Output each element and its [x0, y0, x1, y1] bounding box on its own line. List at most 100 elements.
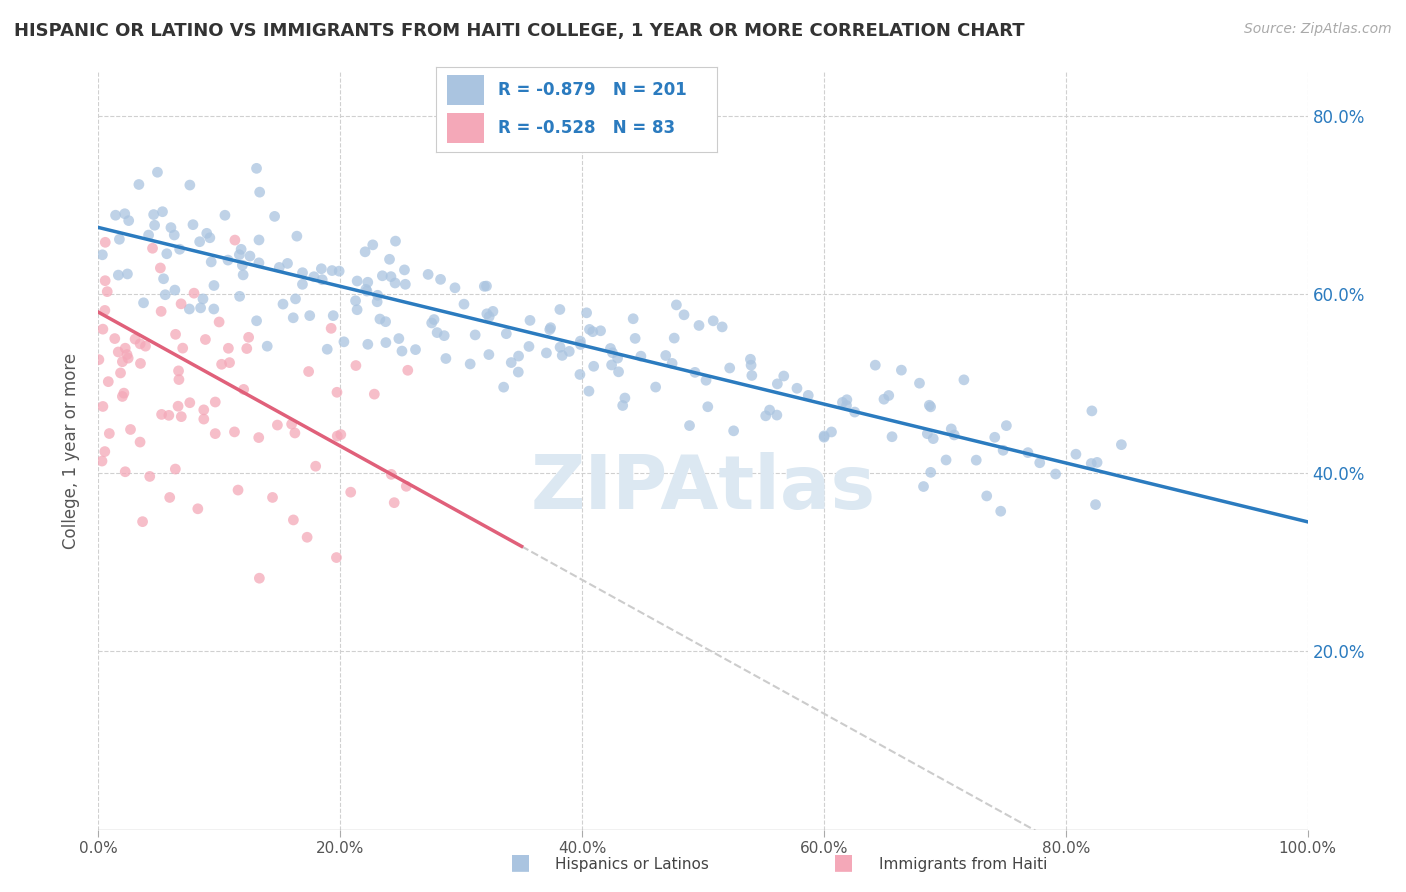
Point: [941, 422, 963, 436]
Point: [519, 313, 541, 327]
Point: [991, 443, 1014, 458]
Point: [844, 405, 866, 419]
Point: [356, 284, 378, 298]
Point: [661, 356, 683, 370]
Point: [217, 253, 239, 268]
Point: [1028, 456, 1050, 470]
Point: [1111, 437, 1133, 451]
Point: [94, 235, 117, 250]
Point: [380, 269, 402, 284]
Point: [149, 260, 172, 275]
Text: ZIPAtlas: ZIPAtlas: [530, 452, 876, 524]
Point: [920, 400, 942, 414]
Point: [298, 309, 321, 323]
Point: [321, 321, 343, 335]
Point: [263, 210, 285, 224]
Point: [239, 249, 262, 263]
Point: [283, 513, 305, 527]
Point: [183, 286, 205, 301]
Point: [890, 363, 912, 377]
Point: [665, 298, 688, 312]
Point: [551, 348, 574, 362]
Point: [548, 340, 571, 354]
Point: [179, 395, 201, 409]
Text: HISPANIC OR LATINO VS IMMIGRANTS FROM HAITI COLLEGE, 1 YEAR OR MORE CORRELATION : HISPANIC OR LATINO VS IMMIGRANTS FROM HA…: [14, 22, 1025, 40]
Point: [380, 467, 402, 482]
Bar: [447, 75, 484, 105]
Point: [718, 361, 741, 376]
Point: [326, 385, 349, 400]
Point: [169, 242, 191, 256]
Point: [316, 343, 339, 357]
Point: [94, 303, 117, 318]
Point: [228, 248, 250, 262]
Point: [382, 496, 405, 510]
Point: [114, 207, 136, 221]
Point: [420, 316, 443, 330]
Point: [880, 430, 903, 444]
Point: [228, 289, 250, 303]
Point: [405, 343, 427, 357]
Point: [163, 283, 186, 297]
Point: [935, 453, 957, 467]
Point: [311, 261, 333, 276]
Point: [146, 165, 169, 179]
Point: [155, 287, 177, 301]
Point: [695, 373, 717, 387]
Text: Hispanics or Latinos: Hispanics or Latinos: [555, 857, 709, 872]
Point: [361, 237, 384, 252]
Point: [394, 263, 416, 277]
Point: [501, 355, 523, 369]
Point: [378, 252, 401, 267]
Point: [820, 425, 842, 439]
Point: [269, 260, 291, 275]
Point: [91, 454, 114, 468]
Point: [195, 227, 218, 241]
Point: [280, 417, 302, 431]
Point: [475, 307, 498, 321]
Point: [495, 326, 517, 341]
Point: [766, 376, 789, 391]
Point: [328, 264, 350, 278]
Point: [1080, 457, 1102, 471]
Point: [157, 409, 180, 423]
Point: [284, 425, 307, 440]
Point: [363, 387, 385, 401]
Point: [374, 315, 396, 329]
Point: [321, 263, 343, 277]
Point: [464, 327, 486, 342]
Point: [865, 358, 887, 372]
Point: [231, 258, 253, 272]
Point: [217, 341, 239, 355]
Point: [104, 332, 127, 346]
Point: [702, 314, 724, 328]
Point: [150, 304, 173, 318]
Point: [599, 342, 621, 356]
Point: [582, 325, 605, 339]
Point: [908, 376, 931, 391]
Point: [797, 388, 820, 402]
Point: [654, 349, 676, 363]
Point: [108, 232, 131, 246]
Point: [536, 346, 558, 360]
Point: [569, 334, 592, 348]
Point: [291, 266, 314, 280]
Point: [621, 311, 644, 326]
Point: [740, 358, 762, 372]
Point: [1017, 445, 1039, 459]
Point: [644, 380, 666, 394]
Point: [87, 352, 110, 367]
Point: [167, 364, 190, 378]
Point: [138, 228, 160, 243]
Point: [600, 358, 623, 372]
Point: [711, 319, 734, 334]
Point: [156, 246, 179, 260]
Point: [96, 285, 118, 299]
Point: [396, 363, 419, 377]
Point: [193, 412, 215, 426]
Point: [204, 426, 226, 441]
Text: ■: ■: [510, 853, 530, 872]
Point: [163, 227, 186, 242]
Point: [181, 218, 204, 232]
Point: [630, 349, 652, 363]
